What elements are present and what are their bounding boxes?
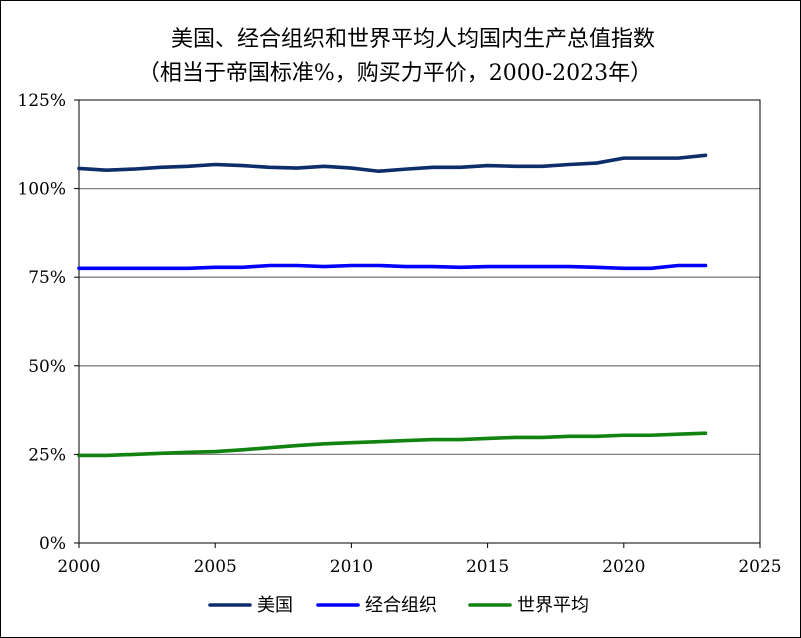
plot-area [78,99,761,544]
legend-label-0: 美国 [257,595,293,616]
y-tick-label: 0% [39,534,66,554]
x-tick-label: 2025 [738,557,781,577]
legend: 美国 经合组织 世界平均 [208,595,589,616]
y-tick-label: 100% [17,180,66,200]
y-tick-label: 25% [28,445,66,465]
chart-subtitle: （相当于帝国标准%，购买力平价，2000-2023年） [138,61,652,86]
x-axis-ticks: 2000 2005 2010 2015 2020 2025 [57,543,782,577]
y-tick-label: 75% [28,268,66,288]
legend-label-1: 经合组织 [365,595,437,616]
gridlines [79,187,760,456]
series-line-0 [77,153,708,174]
series-line-2 [77,431,708,458]
chart-title: 美国、经合组织和世界平均人均国内生产总值指数 [171,27,655,52]
x-tick-label: 2020 [602,557,645,577]
x-tick-label: 2000 [57,557,100,577]
series-line-1 [77,263,708,271]
legend-label-2: 世界平均 [517,595,589,616]
x-tick-label: 2015 [466,557,509,577]
y-axis-ticks: 0% 25% 50% 75% 100% 125% [17,91,79,554]
y-tick-label: 50% [28,357,66,377]
y-tick-label: 125% [17,91,66,111]
x-tick-label: 2010 [330,557,373,577]
x-tick-label: 2005 [194,557,237,577]
series-lines [77,153,708,458]
